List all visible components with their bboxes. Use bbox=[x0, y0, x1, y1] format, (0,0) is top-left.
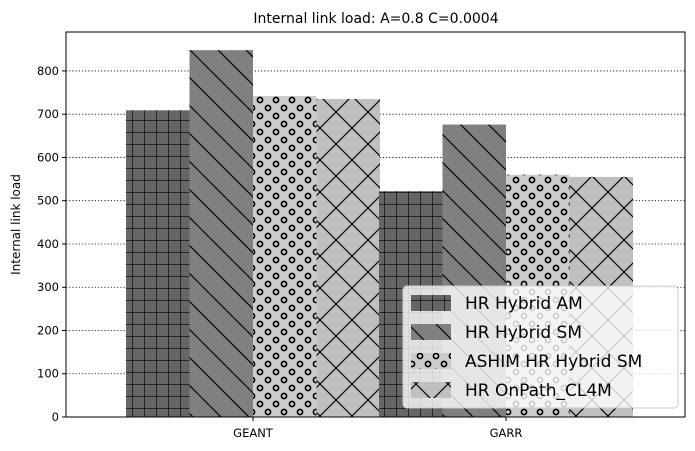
y-axis-ticks: 0 100 200 300 400 500 600 700 800 bbox=[37, 64, 66, 424]
y-tick-label: 400 bbox=[37, 237, 59, 251]
legend-label: ASHIM HR Hybrid SM bbox=[465, 352, 642, 372]
x-tick-label: GEANT bbox=[233, 426, 274, 440]
y-tick-label: 500 bbox=[37, 194, 59, 208]
legend-label: HR Hybrid AM bbox=[465, 294, 583, 314]
chart-title: Internal link load: A=0.8 C=0.0004 bbox=[253, 11, 498, 27]
x-axis-ticks: GEANT GARR bbox=[233, 417, 522, 440]
bar-geant-series-3 bbox=[253, 96, 317, 418]
bar-geant-series-2 bbox=[189, 50, 253, 417]
legend-label: HR Hybrid SM bbox=[465, 323, 582, 343]
plot-frame bbox=[65, 31, 686, 418]
y-tick-label: 200 bbox=[37, 323, 59, 337]
y-axis-label: Internal link load bbox=[9, 174, 23, 275]
y-tick-label: 100 bbox=[37, 367, 59, 381]
legend-frame bbox=[402, 285, 679, 409]
legend-swatch bbox=[411, 353, 451, 369]
bar-geant-series-1 bbox=[126, 110, 190, 417]
x-tick-label: GARR bbox=[490, 426, 523, 440]
y-tick-label: 600 bbox=[37, 150, 59, 164]
legend-swatch bbox=[411, 295, 451, 311]
legend-swatch bbox=[411, 382, 451, 398]
legend: HR Hybrid AM HR Hybrid SM ASHIM HR Hybrid … bbox=[402, 285, 679, 409]
y-tick-label: 800 bbox=[37, 64, 59, 78]
bar-geant-series-4 bbox=[316, 99, 380, 417]
y-tick-label: 300 bbox=[37, 280, 59, 294]
legend-swatch bbox=[411, 324, 451, 340]
legend-label: HR OnPath_CL4M bbox=[465, 381, 612, 401]
y-tick-label: 0 bbox=[52, 410, 59, 424]
y-tick-label: 700 bbox=[37, 107, 59, 121]
